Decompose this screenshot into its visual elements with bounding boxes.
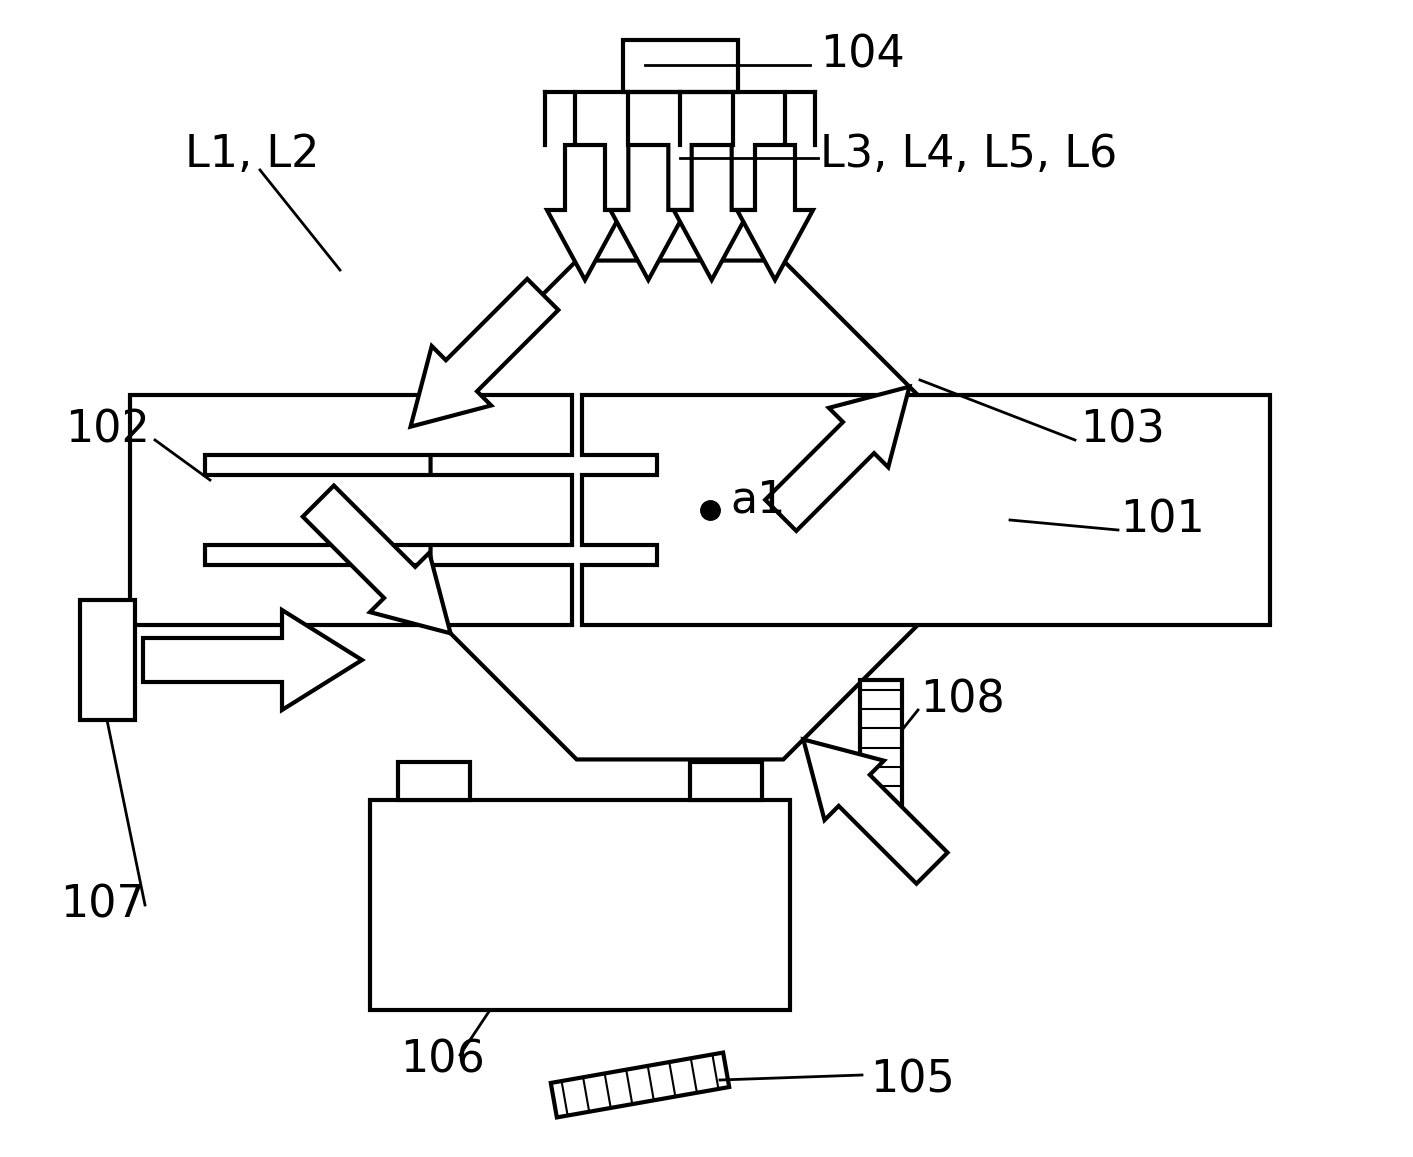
Text: 105: 105	[870, 1059, 955, 1101]
Bar	[623, 40, 738, 93]
Text: a1: a1	[731, 479, 786, 522]
Bar	[551, 1053, 729, 1118]
Polygon shape	[582, 395, 1270, 625]
Polygon shape	[738, 145, 812, 280]
Polygon shape	[411, 279, 558, 427]
Polygon shape	[610, 145, 687, 280]
Text: L1, L2: L1, L2	[185, 133, 319, 177]
Polygon shape	[143, 610, 362, 710]
Polygon shape	[804, 739, 948, 884]
Text: 103: 103	[1080, 408, 1164, 451]
Polygon shape	[766, 386, 910, 531]
Text: 108: 108	[920, 678, 1005, 722]
Polygon shape	[674, 145, 750, 280]
Bar	[690, 762, 762, 799]
Bar	[861, 680, 901, 815]
Polygon shape	[302, 486, 451, 633]
Bar	[398, 762, 471, 799]
Polygon shape	[547, 145, 623, 280]
Polygon shape	[431, 260, 930, 759]
Text: L3, L4, L5, L6: L3, L4, L5, L6	[820, 133, 1118, 177]
Text: 102: 102	[65, 408, 150, 451]
Text: 101: 101	[1121, 499, 1205, 541]
Text: 106: 106	[400, 1039, 485, 1082]
Bar	[81, 600, 136, 720]
Polygon shape	[130, 395, 572, 625]
Bar	[370, 799, 790, 1010]
Text: 104: 104	[820, 34, 904, 76]
Text: 107: 107	[59, 884, 144, 927]
